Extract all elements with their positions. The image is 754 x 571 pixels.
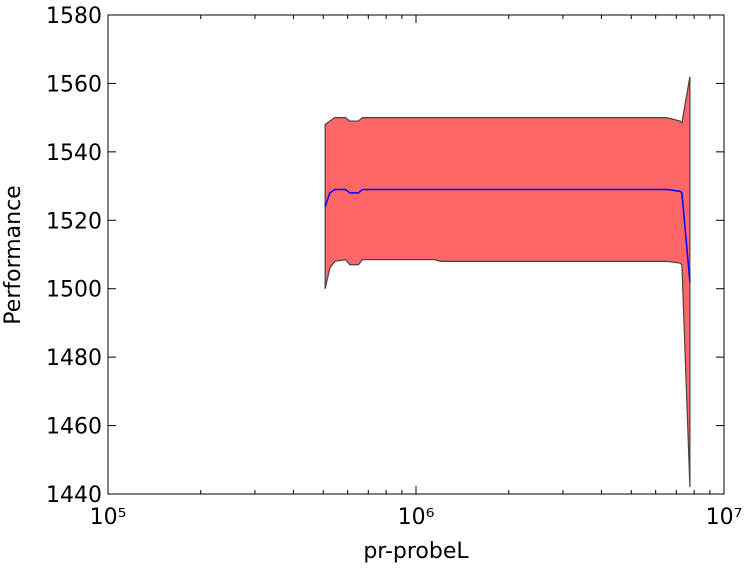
y-tick-label: 1580 xyxy=(46,4,102,29)
y-axis-label: Performance xyxy=(1,185,26,324)
x-tick-label: 10⁷ xyxy=(706,505,743,530)
band xyxy=(324,76,691,488)
y-tick-label: 1460 xyxy=(46,415,102,440)
y-tick-label: 1520 xyxy=(46,209,102,234)
x-axis-label: pr-probeL xyxy=(363,539,469,564)
x-tick-label: 10⁵ xyxy=(90,505,127,530)
y-tick-label: 1560 xyxy=(46,72,102,97)
mean-line xyxy=(324,188,691,282)
y-tick-label: 1500 xyxy=(46,278,102,303)
y-tick-label: 1480 xyxy=(46,346,102,371)
y-tick-label: 1440 xyxy=(46,483,102,508)
y-tick-label: 1540 xyxy=(46,141,102,166)
x-tick-label: 10⁶ xyxy=(398,505,435,530)
